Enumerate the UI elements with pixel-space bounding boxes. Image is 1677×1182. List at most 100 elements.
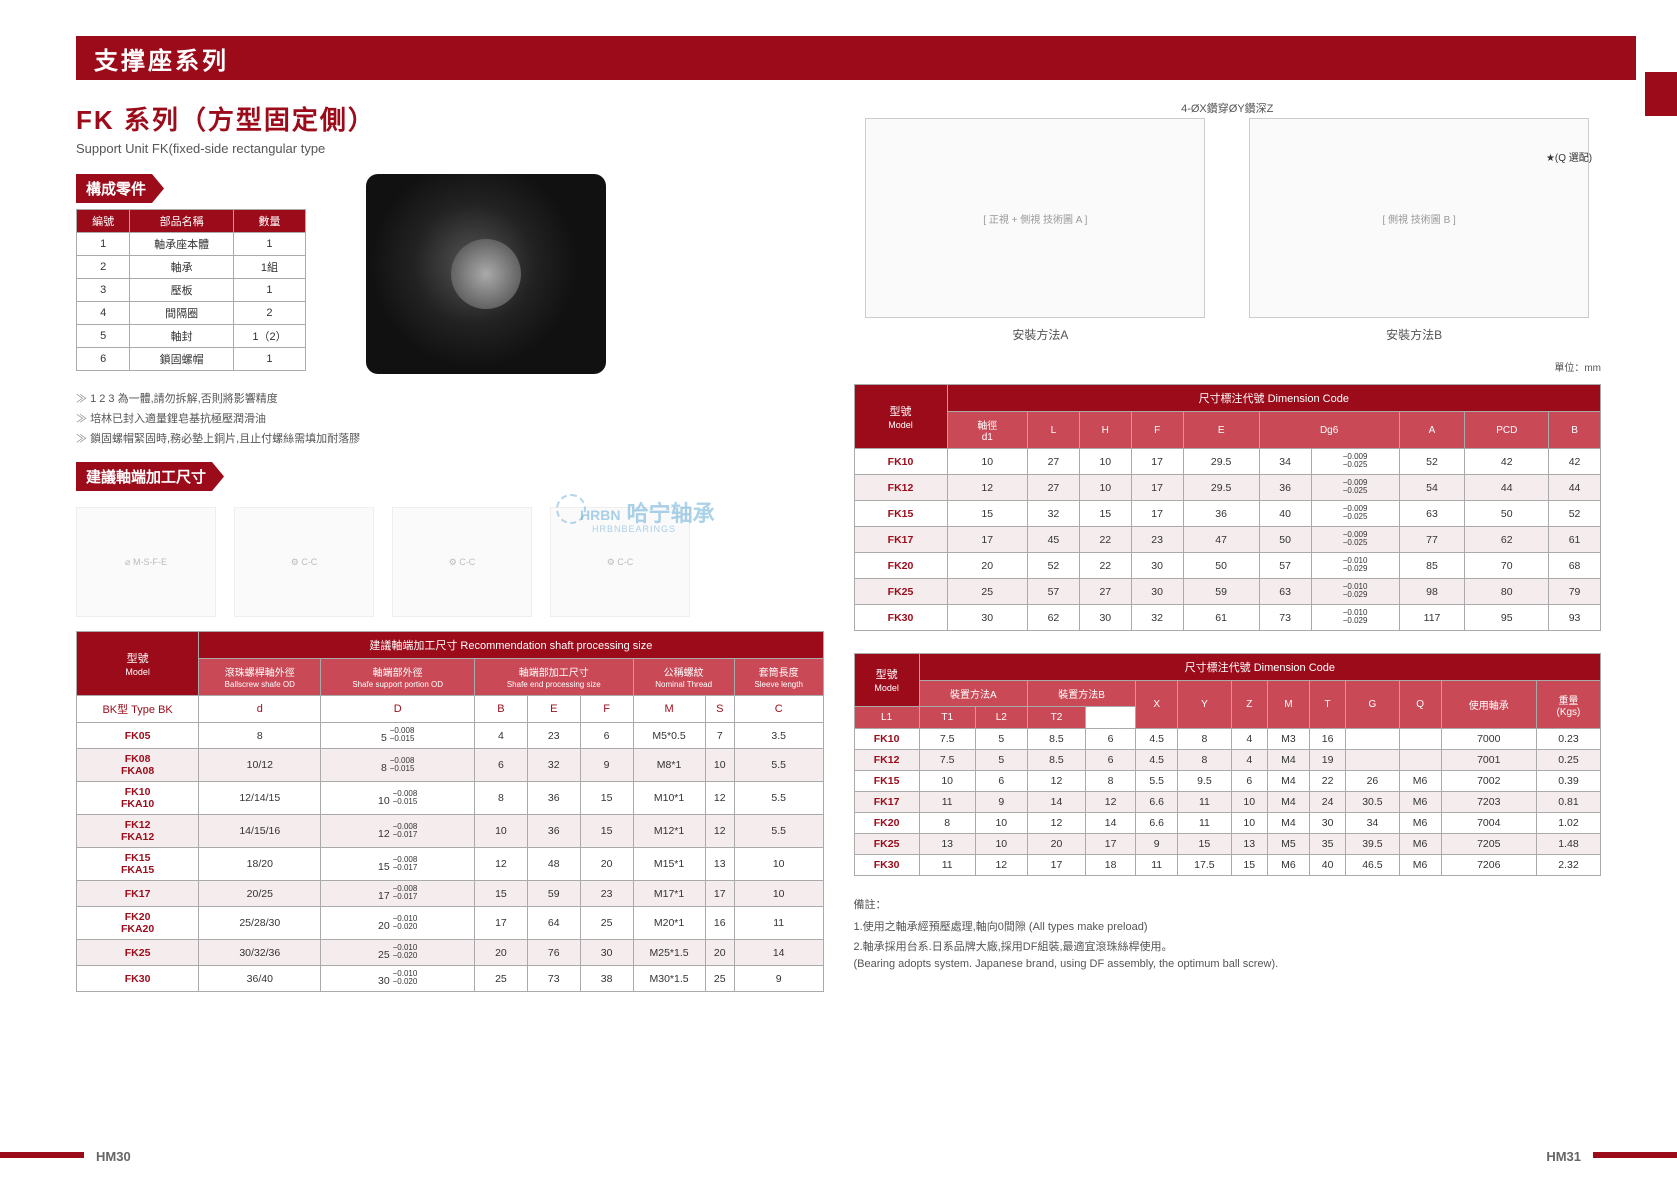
cell: M6: [1399, 813, 1441, 834]
cell: 22: [1079, 553, 1131, 579]
cell: 23: [1131, 527, 1183, 553]
model-cell: FK25: [77, 940, 199, 966]
cell: 50: [1465, 501, 1549, 527]
parts-cell: 5: [77, 325, 130, 348]
cell: M6: [1267, 855, 1309, 876]
type-prefix: BK型 Type BK: [77, 696, 199, 723]
cell: 17: [1131, 501, 1183, 527]
cell: 1.02: [1536, 813, 1600, 834]
parts-cell: 1組: [233, 256, 305, 279]
cell: 6: [1231, 771, 1267, 792]
shaft-section-label: 建議軸端加工尺寸: [76, 462, 224, 491]
cell: 13: [1231, 834, 1267, 855]
group-b: 裝置方法B: [1027, 681, 1135, 707]
cell: 20: [705, 940, 734, 966]
cell: −0.009 −0.025: [1311, 501, 1399, 527]
cell: 10/12: [199, 749, 321, 782]
cell: 45: [1028, 527, 1080, 553]
edge-accent: [1645, 72, 1677, 116]
cell: −0.009 −0.025: [1311, 475, 1399, 501]
model-cell: FK15 FKA15: [77, 848, 199, 881]
group-header: 套筒長度Sleeve length: [734, 659, 823, 696]
sub-header: d: [199, 696, 321, 723]
cell: 48: [527, 848, 580, 881]
cell: 62: [1028, 605, 1080, 631]
parts-cell: 壓板: [130, 279, 234, 302]
sub-header: S: [705, 696, 734, 723]
parts-cell: 軸承座本體: [130, 233, 234, 256]
parts-cell: 軸封: [130, 325, 234, 348]
install-diagrams: [ 正視 + 側視 技術圖 A ] [ 側視 技術圖 B ]★(Q 選配): [854, 118, 1602, 318]
cell: 117: [1399, 605, 1465, 631]
dim-header: T1: [919, 707, 975, 729]
cell: 12/14/15: [199, 782, 321, 815]
sub-header: E: [527, 696, 580, 723]
cell: 34: [1259, 449, 1311, 475]
parts-cell: 2: [233, 302, 305, 325]
cell: 6.6: [1136, 813, 1178, 834]
cell: 5.5: [1136, 771, 1178, 792]
dim-header: E: [1183, 412, 1259, 449]
cell: 25: [947, 579, 1027, 605]
cell: 62: [1465, 527, 1549, 553]
model-cell: FK10: [854, 729, 919, 750]
cell: 19: [1309, 750, 1345, 771]
series-title: 支撑座系列: [94, 41, 229, 76]
model-cell: FK30: [854, 605, 947, 631]
dim-header: Q: [1399, 681, 1441, 729]
shaft-table: 型號Model建議軸端加工尺寸 Recommendation shaft pro…: [76, 631, 824, 992]
cell: 25 −0.010 −0.020: [321, 940, 475, 966]
sub-header: B: [475, 696, 528, 723]
cell: 18/20: [199, 848, 321, 881]
cell: 9: [975, 792, 1027, 813]
model-cell: FK20: [854, 813, 919, 834]
cell: 10: [975, 813, 1027, 834]
cell: 8 −0.008 −0.015: [321, 749, 475, 782]
parts-cell: 1（2）: [233, 325, 305, 348]
model-cell: FK12: [854, 750, 919, 771]
cell: 20: [475, 940, 528, 966]
model-cell: FK17: [77, 881, 199, 907]
cell: 10: [919, 771, 975, 792]
unit-label: 單位：mm: [854, 359, 1602, 374]
footnote-line: 1.使用之軸承經預壓處理,軸向0間隙 (All types make prelo…: [854, 916, 1602, 936]
cell: 63: [1259, 579, 1311, 605]
cell: 6.6: [1136, 792, 1178, 813]
parts-cell: 1: [233, 348, 305, 371]
cell: 12 −0.008 −0.017: [321, 815, 475, 848]
parts-table: 編號部品名稱數量 1軸承座本體12軸承1組3壓板14間隔圈25軸封1（2）6鎖固…: [76, 209, 306, 371]
dim-title: 尺寸標注代號 Dimension Code: [947, 385, 1600, 412]
note-item: 1 2 3 為一體,請勿拆解,否則將影響精度: [76, 388, 824, 408]
cell: 40: [1309, 855, 1345, 876]
cell: 25/28/30: [199, 907, 321, 940]
cell: M4: [1267, 750, 1309, 771]
cell: [1346, 750, 1399, 771]
cell: 16: [705, 907, 734, 940]
cell: 8: [475, 782, 528, 815]
cell: 30: [1131, 579, 1183, 605]
cell: 36: [1259, 475, 1311, 501]
cell: 0.39: [1536, 771, 1600, 792]
cell: 40: [1259, 501, 1311, 527]
cell: 20: [1027, 834, 1085, 855]
cell: 5 −0.008 −0.015: [321, 723, 475, 749]
cell: 8: [1178, 729, 1231, 750]
cell: 3.5: [734, 723, 823, 749]
cell: M5*0.5: [633, 723, 705, 749]
cell: −0.009 −0.025: [1311, 527, 1399, 553]
cell: 0.23: [1536, 729, 1600, 750]
cell: 7002: [1441, 771, 1536, 792]
cell: 11: [919, 855, 975, 876]
cell: 36: [527, 815, 580, 848]
cell: 44: [1549, 475, 1601, 501]
watermark-sub: HRBNBEARINGS: [592, 524, 676, 534]
cell: 34: [1346, 813, 1399, 834]
page-title-en: Support Unit FK(fixed-side rectangular t…: [76, 141, 824, 156]
parts-cell: 軸承: [130, 256, 234, 279]
col-model: 型號Model: [854, 385, 947, 449]
cell: 20/25: [199, 881, 321, 907]
cell: 12: [1027, 813, 1085, 834]
cell: 29.5: [1183, 475, 1259, 501]
cell: 8.5: [1027, 729, 1085, 750]
parts-cell: 2: [77, 256, 130, 279]
